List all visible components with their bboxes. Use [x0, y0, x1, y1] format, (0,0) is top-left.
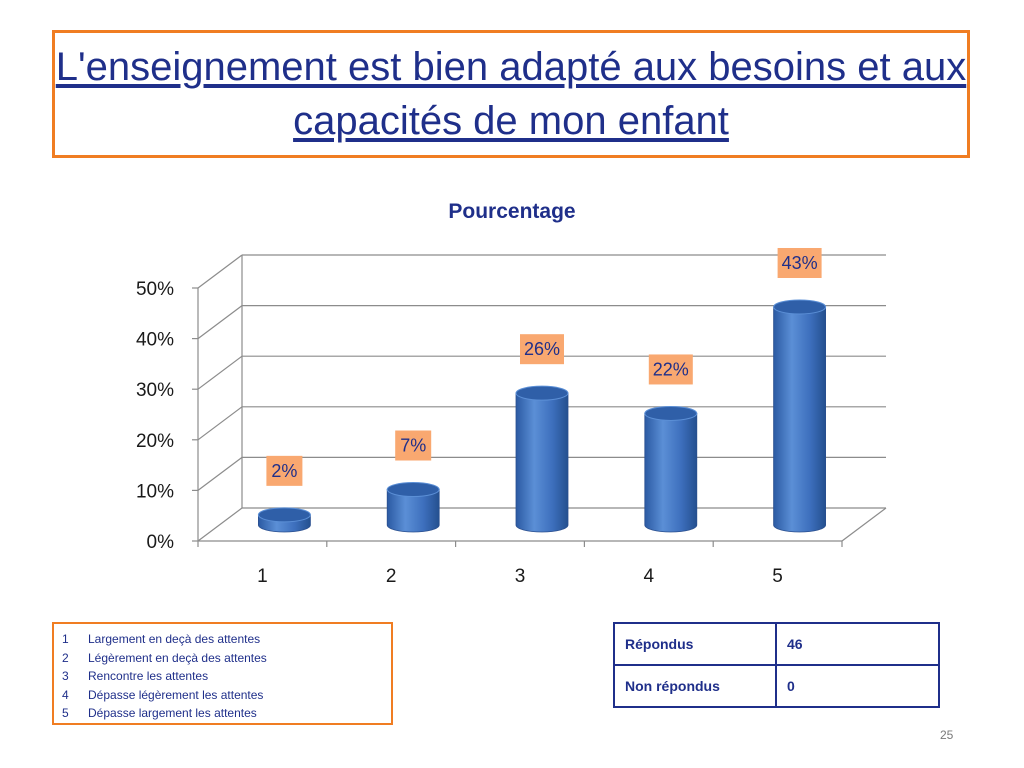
data-label: 26%: [520, 334, 564, 365]
legend-item-number: 5: [62, 706, 69, 720]
table-row: Répondus 46: [613, 622, 940, 666]
legend-item-text: Dépasse largement les attentes: [88, 706, 257, 720]
data-labels: 2% 7% 26% 22% 43%: [266, 247, 822, 486]
bar: [515, 385, 569, 533]
bar-body: [644, 413, 698, 533]
data-label-bg: [648, 354, 693, 385]
legend-list: 1 Largement en deçà des attentes 2 Légèreme…: [62, 630, 383, 723]
legend-item-number: 1: [62, 632, 69, 646]
table-row-value: 0: [775, 664, 940, 708]
bar-top: [515, 385, 569, 401]
bar-body: [515, 392, 569, 533]
data-label-text: 22%: [653, 359, 689, 379]
legend-item: 5 Dépasse largement les attentes: [62, 704, 383, 723]
legend-item-text: Légèrement en deçà des attentes: [88, 650, 267, 665]
y-tick-label: 50%: [136, 279, 174, 300]
x-tick-label: 4: [644, 566, 655, 587]
y-tick-label: 0%: [147, 532, 175, 553]
bar: [644, 405, 698, 533]
gridline-side: [197, 507, 243, 542]
gridline-side: [197, 406, 243, 441]
data-label: 2%: [266, 455, 303, 486]
legend-item-number: 4: [62, 687, 69, 702]
gridline-side: [197, 305, 243, 340]
data-label-text: 7%: [400, 436, 426, 456]
responses-table: Répondus 46 Non répondus 0: [613, 622, 940, 708]
page-number: 25: [940, 728, 954, 742]
bar-body: [386, 489, 440, 533]
y-tick-label: 30%: [136, 380, 174, 401]
title-box: L'enseignement est bien adapté aux besoi…: [52, 30, 970, 158]
x-tick-label: 2: [386, 566, 397, 587]
legend-item-number: 3: [62, 669, 69, 683]
legend-item: 1 Largement en deçà des attentes: [62, 630, 383, 649]
y-tick-label: 10%: [136, 481, 174, 502]
data-label-bg: [395, 430, 432, 461]
gridline-side: [197, 254, 243, 289]
y-tick-label: 40%: [136, 330, 174, 351]
chart-title: Pourcentage: [448, 200, 575, 223]
bar: [257, 507, 311, 533]
bar-top: [386, 482, 440, 498]
legend-box: 1 Largement en deçà des attentes 2 Légèreme…: [52, 622, 393, 725]
bar: [386, 482, 440, 533]
data-label-bg: [777, 247, 822, 278]
data-label: 7%: [395, 430, 432, 461]
bars: [257, 299, 827, 533]
x-tick-label: 5: [772, 566, 783, 587]
bar-top: [257, 507, 311, 523]
table-row-label: Répondus: [613, 622, 777, 666]
axes: 0% 10% 20% 30% 40% 50% 1 2 3 4 5: [136, 279, 887, 587]
data-label-bg: [266, 455, 303, 486]
data-label-text: 26%: [524, 339, 560, 359]
x-tick-label: 1: [257, 566, 268, 587]
bar-body: [773, 306, 826, 533]
data-label-text: 43%: [782, 253, 818, 273]
legend-item-text: Largement en deçà des attentes: [88, 632, 261, 646]
table-row: Non répondus 0: [613, 664, 940, 708]
legend-item: 2 Légèrement en deçà des attentes: [62, 649, 383, 668]
data-label-text: 2%: [271, 461, 297, 481]
gridline-side: [197, 456, 243, 491]
table-row-value: 46: [775, 622, 940, 666]
x-tick-label: 3: [515, 566, 526, 587]
bar: [773, 299, 827, 533]
legend-item-number: 2: [62, 650, 69, 665]
slide-title: L'enseignement est bien adapté aux besoi…: [55, 45, 967, 143]
legend-item: 4 Dépasse légèrement les attentes: [62, 686, 383, 705]
bar-top: [644, 405, 698, 421]
legend-item: 3 Rencontre les attentes: [62, 667, 383, 686]
gridline-side: [197, 355, 243, 390]
y-tick-label: 20%: [136, 431, 174, 452]
floor-edge: [841, 507, 887, 542]
bar-chart: Pourcentage 0%10%20%30%40%50%1 2 3 4 5 2%7%2…: [136, 200, 887, 587]
legend-item-text: Dépasse légèrement les attentes: [88, 687, 264, 702]
data-label: 43%: [777, 247, 822, 278]
data-label-bg: [520, 334, 564, 365]
table-row-label: Non répondus: [613, 664, 777, 708]
legend-item-text: Rencontre les attentes: [88, 669, 209, 683]
data-label: 22%: [648, 354, 693, 385]
bar-top: [773, 299, 827, 315]
